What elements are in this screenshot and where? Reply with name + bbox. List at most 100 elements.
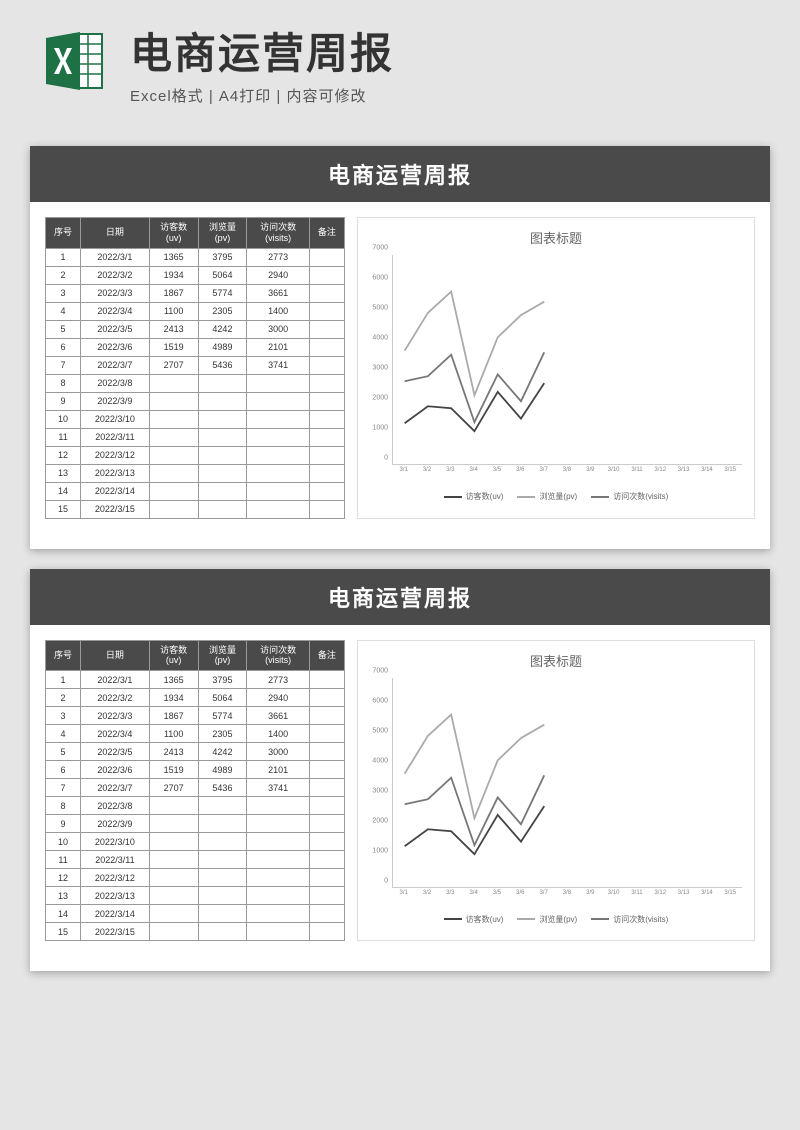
table-cell: 2413 [149,743,198,761]
table-cell [247,464,310,482]
table-row: 152022/3/15 [46,500,345,518]
y-tick: 7000 [372,667,388,674]
table-row: 52022/3/5241342423000 [46,320,345,338]
table-cell [247,446,310,464]
x-tick: 3/6 [509,888,532,908]
table-cell: 7 [46,779,81,797]
legend-item: 访客数(uv) [444,914,504,925]
table-cell: 2022/3/10 [81,833,150,851]
table-header: 访问次数(visits) [247,640,310,671]
table-row: 122022/3/12 [46,869,345,887]
table-cell [149,833,198,851]
y-tick: 4000 [372,335,388,342]
table-cell: 2 [46,266,81,284]
table-cell: 1400 [247,302,310,320]
table-row: 102022/3/10 [46,410,345,428]
table-cell [198,392,247,410]
x-tick: 3/8 [555,465,578,485]
legend-swatch [517,496,535,498]
x-tick: 3/9 [579,888,602,908]
table-cell [247,797,310,815]
table-cell [198,815,247,833]
table-cell: 2022/3/14 [81,905,150,923]
table-header: 访客数(uv) [149,218,198,249]
table-cell [198,464,247,482]
banner-title: 电商运营周报 [130,20,760,81]
x-tick: 3/4 [462,465,485,485]
chart-title: 图表标题 [366,651,746,670]
table-cell: 13 [46,464,81,482]
table-cell [247,923,310,941]
y-axis: 01000200030004000500060007000 [366,255,390,465]
table-cell: 2022/3/11 [81,428,150,446]
table-row: 142022/3/14 [46,482,345,500]
legend-item: 浏览量(pv) [517,914,577,925]
chart-series-line [405,292,545,396]
table-cell [198,374,247,392]
page-title: 电商运营周报 [30,569,770,625]
legend-item: 访问次数(visits) [591,914,668,925]
table-cell: 14 [46,482,81,500]
chart-series-line [405,352,545,422]
table-row: 132022/3/13 [46,887,345,905]
x-tick: 3/5 [485,888,508,908]
table-cell [149,428,198,446]
table-cell: 1519 [149,338,198,356]
y-tick: 1000 [372,425,388,432]
table-row: 122022/3/12 [46,446,345,464]
table-cell [247,500,310,518]
table-cell [309,725,344,743]
page-title: 电商运营周报 [30,146,770,202]
table-cell [198,500,247,518]
table-header: 访客数(uv) [149,640,198,671]
table-row: 62022/3/6151949892101 [46,761,345,779]
x-tick: 3/12 [649,465,672,485]
table-cell [309,320,344,338]
table-cell: 5774 [198,707,247,725]
legend-swatch [517,918,535,920]
x-tick: 3/12 [649,888,672,908]
table-cell: 3 [46,284,81,302]
x-axis: 3/13/23/33/43/53/63/73/83/93/103/113/123… [392,888,742,908]
table-cell: 3000 [247,320,310,338]
table-cell: 1100 [149,725,198,743]
table-cell [198,410,247,428]
banner-text: 电商运营周报 Excel格式 | A4打印 | 内容可修改 [130,20,760,106]
table-cell: 5436 [198,779,247,797]
table-cell [309,464,344,482]
legend-item: 浏览量(pv) [517,491,577,502]
table-cell: 4989 [198,338,247,356]
table-cell: 2022/3/3 [81,707,150,725]
table-cell: 2022/3/14 [81,482,150,500]
table-cell [247,482,310,500]
table-cell: 3661 [247,284,310,302]
table-cell [309,338,344,356]
table-cell [309,284,344,302]
table-cell [149,815,198,833]
table-cell [309,671,344,689]
table-cell [247,374,310,392]
table-cell [309,869,344,887]
plot-area [392,255,742,465]
table-row: 12022/3/1136537952773 [46,671,345,689]
y-tick: 6000 [372,275,388,282]
table-cell [309,707,344,725]
table-cell: 1 [46,248,81,266]
table-cell: 13 [46,887,81,905]
table-cell: 2101 [247,761,310,779]
table-cell: 1867 [149,707,198,725]
table-cell: 5064 [198,689,247,707]
table-header: 日期 [81,640,150,671]
table-cell: 3741 [247,356,310,374]
table-cell [309,851,344,869]
banner: 电商运营周报 Excel格式 | A4打印 | 内容可修改 [0,0,800,126]
table-cell: 3 [46,707,81,725]
table-cell [309,887,344,905]
table-cell: 2022/3/15 [81,500,150,518]
table-cell: 1934 [149,266,198,284]
table-cell: 3000 [247,743,310,761]
chart-series-line [405,714,545,818]
legend-item: 访问次数(visits) [591,491,668,502]
table-cell: 2022/3/12 [81,869,150,887]
table-row: 62022/3/6151949892101 [46,338,345,356]
